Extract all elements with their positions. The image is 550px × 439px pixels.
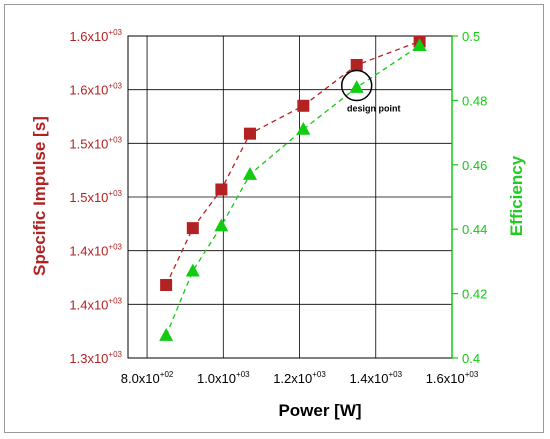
- efficiency-point: [242, 167, 257, 180]
- impulse-series-line: [165, 40, 420, 286]
- grid-lines: [127, 35, 458, 359]
- y-right-tick-label: 0.5: [462, 29, 480, 44]
- y-left-tick-label: 1.6x10+03: [69, 82, 122, 98]
- chart-frame: [4, 4, 544, 433]
- efficiency-point: [214, 218, 229, 232]
- y-left-tick-label: 1.5x10+03: [69, 189, 122, 205]
- x-tick-label: 8.0x10+02: [121, 370, 174, 386]
- efficiency-point: [296, 121, 311, 135]
- y-left-tick-label: 1.4x10+03: [69, 296, 122, 312]
- efficiency-point: [349, 80, 364, 93]
- impulse-point: [160, 279, 173, 292]
- y-right-tick-label: 0.46: [462, 158, 487, 173]
- chart-markers: [159, 35, 427, 341]
- efficiency-point: [159, 328, 174, 341]
- impulse-point: [243, 127, 256, 140]
- y-left-tick-label: 1.3x10+03: [69, 350, 122, 366]
- y-right-tick-label: 0.44: [462, 222, 487, 237]
- y-left-tick-label: 1.4x10+03: [69, 243, 122, 259]
- x-axis-title: Power [W]: [278, 401, 361, 420]
- y-right-tick-label: 0.42: [462, 287, 487, 302]
- efficiency-point: [412, 38, 427, 52]
- x-tick-label: 1.2x10+03: [273, 370, 326, 386]
- y-right-tick-label: 0.48: [462, 93, 487, 108]
- tick-labels: 8.0x10+02 1.0x10+03 1.2x10+03 1.4x10+03 1.6x…: [69, 28, 487, 386]
- x-tick-label: 1.0x10+03: [197, 370, 250, 386]
- impulse-point: [215, 183, 228, 196]
- design-point-circle: [340, 69, 373, 102]
- y-axis-left-title: Specific Impulse [s]: [30, 116, 49, 276]
- efficiency-point: [185, 263, 200, 277]
- annotation-group: design point: [340, 69, 401, 114]
- y-right-tick-label: 0.4: [462, 351, 480, 366]
- y-axis-right-title: Efficiency: [507, 155, 526, 236]
- y-left-tick-label: 1.6x10+03: [69, 28, 122, 44]
- y-left-tick-label: 1.5x10+03: [69, 135, 122, 151]
- efficiency-series-line: [165, 45, 420, 336]
- impulse-point: [297, 99, 310, 112]
- impulse-point: [350, 58, 363, 71]
- impulse-point: [186, 222, 199, 235]
- series-lines: [165, 40, 420, 336]
- design-point-label: design point: [347, 104, 401, 114]
- x-tick-label: 1.6x10+03: [426, 370, 479, 386]
- x-tick-label: 1.4x10+03: [349, 370, 402, 386]
